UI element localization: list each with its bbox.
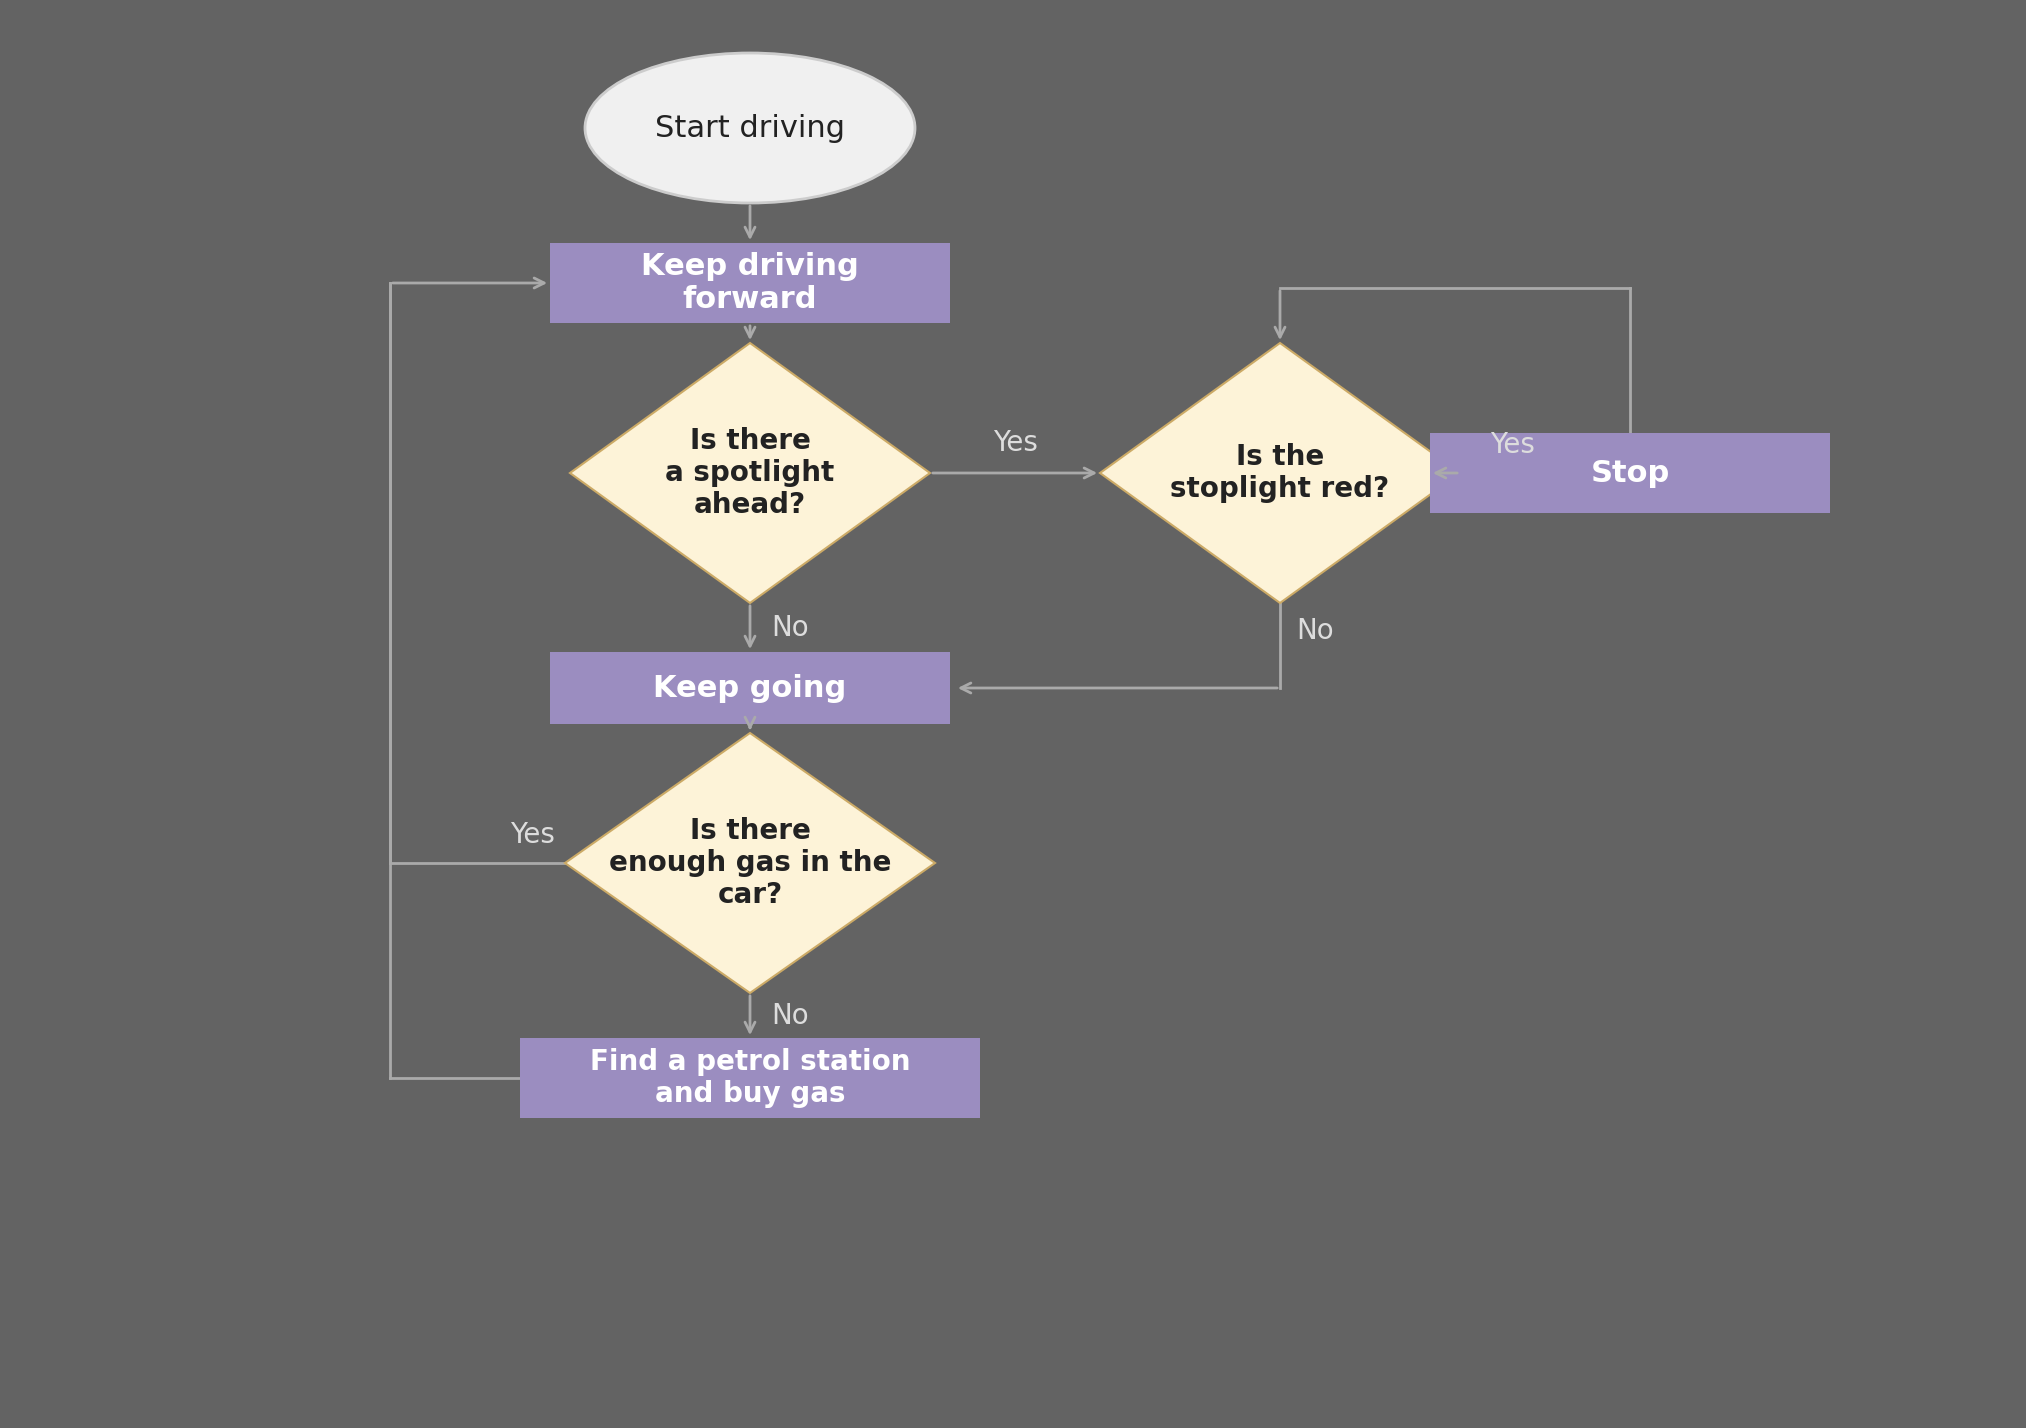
- Text: No: No: [1297, 617, 1333, 645]
- Text: Yes: Yes: [511, 821, 555, 850]
- Polygon shape: [1100, 343, 1461, 603]
- Text: Start driving: Start driving: [654, 113, 845, 143]
- Text: Yes: Yes: [993, 428, 1037, 457]
- Text: Stop: Stop: [1590, 458, 1669, 487]
- FancyBboxPatch shape: [1430, 433, 1829, 513]
- Ellipse shape: [586, 53, 916, 203]
- Text: No: No: [772, 614, 808, 641]
- FancyBboxPatch shape: [549, 243, 950, 323]
- Polygon shape: [565, 733, 936, 992]
- Text: Keep going: Keep going: [652, 674, 847, 703]
- Text: Find a petrol station
and buy gas: Find a petrol station and buy gas: [590, 1048, 910, 1108]
- Polygon shape: [569, 343, 930, 603]
- Text: Is there
enough gas in the
car?: Is there enough gas in the car?: [608, 817, 891, 910]
- Text: Is the
stoplight red?: Is the stoplight red?: [1171, 443, 1390, 503]
- Text: No: No: [772, 1001, 808, 1030]
- Text: Is there
a spotlight
ahead?: Is there a spotlight ahead?: [665, 427, 835, 520]
- FancyBboxPatch shape: [549, 653, 950, 724]
- FancyBboxPatch shape: [521, 1038, 981, 1118]
- Text: Yes: Yes: [1489, 431, 1536, 458]
- Text: Keep driving
forward: Keep driving forward: [640, 251, 859, 314]
